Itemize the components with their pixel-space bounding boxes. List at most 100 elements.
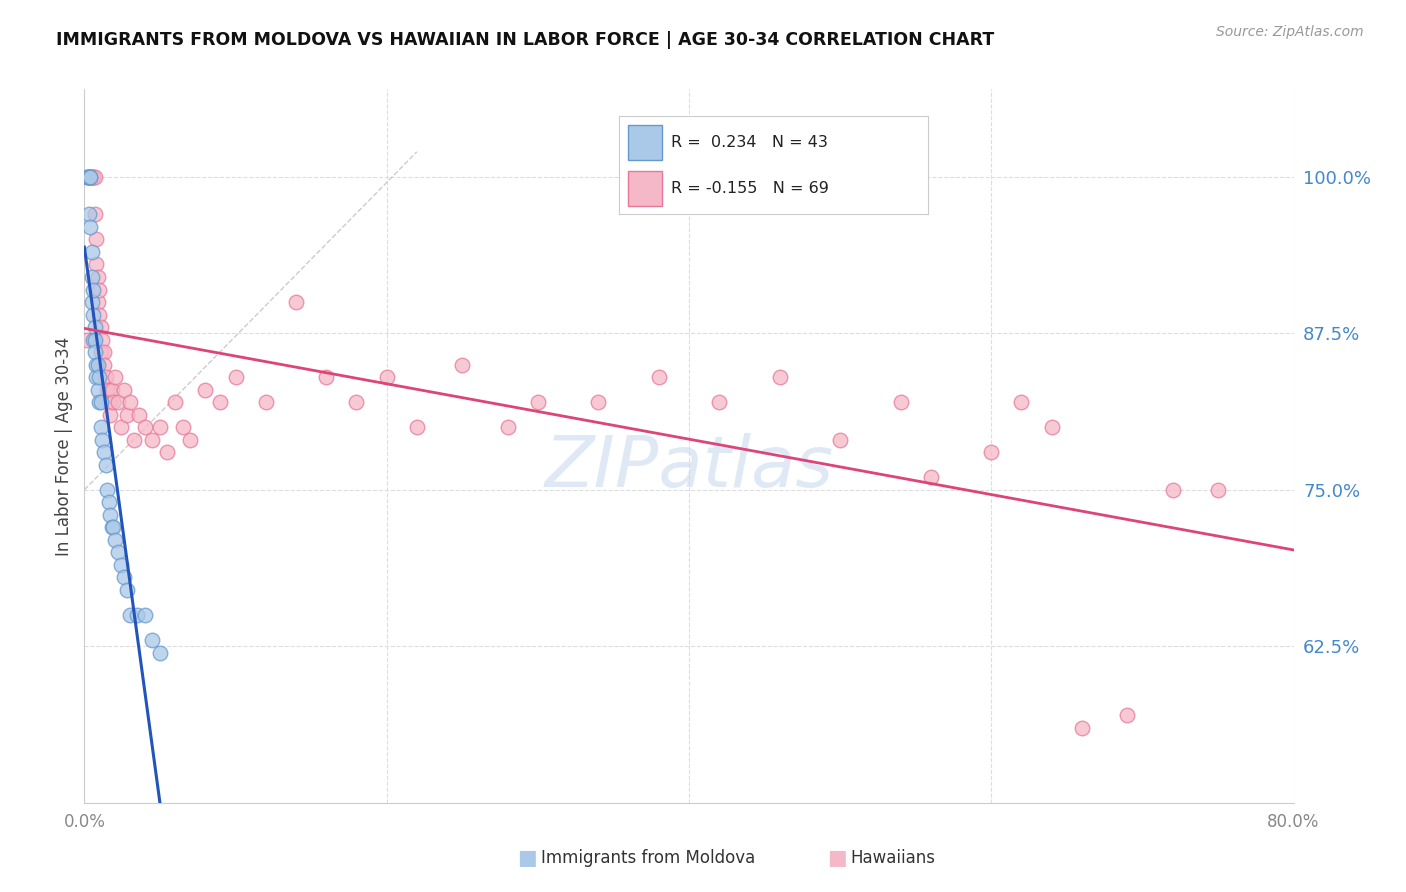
Point bbox=[107, 395, 129, 409]
Point bbox=[86, 232, 108, 246]
Point bbox=[84, 169, 107, 184]
Point bbox=[225, 370, 247, 384]
Point bbox=[89, 283, 111, 297]
Point bbox=[90, 320, 112, 334]
Point bbox=[82, 169, 104, 184]
Point bbox=[526, 395, 548, 409]
Point bbox=[77, 169, 100, 184]
Point bbox=[163, 395, 186, 409]
Point bbox=[156, 445, 179, 459]
Point bbox=[134, 607, 156, 622]
Point bbox=[82, 169, 104, 184]
Point bbox=[406, 420, 429, 434]
Y-axis label: In Labor Force | Age 30-34: In Labor Force | Age 30-34 bbox=[55, 336, 73, 556]
Point bbox=[101, 395, 124, 409]
Point bbox=[315, 370, 337, 384]
Text: R =  0.234   N = 43: R = 0.234 N = 43 bbox=[671, 135, 828, 150]
Point bbox=[77, 169, 100, 184]
Point bbox=[920, 470, 942, 484]
Point bbox=[100, 520, 122, 534]
Point bbox=[769, 370, 792, 384]
Point bbox=[451, 358, 474, 372]
Point bbox=[209, 395, 232, 409]
Point bbox=[149, 646, 172, 660]
Point bbox=[86, 257, 108, 271]
Point bbox=[101, 520, 124, 534]
Point bbox=[112, 570, 135, 584]
Point bbox=[79, 169, 101, 184]
Point bbox=[97, 383, 120, 397]
Point bbox=[79, 219, 101, 234]
Point bbox=[107, 545, 129, 559]
Point bbox=[96, 483, 118, 497]
Point bbox=[82, 308, 104, 322]
Bar bbox=[628, 171, 662, 206]
Point bbox=[1071, 721, 1094, 735]
Point bbox=[93, 445, 115, 459]
Point bbox=[110, 558, 132, 572]
Point bbox=[118, 607, 141, 622]
Point bbox=[82, 283, 104, 297]
Point bbox=[104, 370, 127, 384]
Text: ZIPatlas: ZIPatlas bbox=[544, 433, 834, 502]
Point bbox=[84, 207, 107, 221]
Point bbox=[375, 370, 398, 384]
Point bbox=[77, 169, 100, 184]
Point bbox=[100, 383, 122, 397]
Point bbox=[93, 358, 115, 372]
Point bbox=[87, 295, 110, 310]
Point bbox=[97, 395, 120, 409]
Point bbox=[90, 395, 112, 409]
Point bbox=[128, 408, 150, 422]
Point bbox=[84, 345, 107, 359]
Bar bbox=[628, 125, 662, 161]
Point bbox=[84, 333, 107, 347]
Point bbox=[84, 320, 107, 334]
Point bbox=[80, 169, 103, 184]
Point bbox=[76, 169, 98, 184]
Point bbox=[112, 383, 135, 397]
Point bbox=[87, 383, 110, 397]
Point bbox=[80, 169, 103, 184]
Point bbox=[86, 358, 108, 372]
Point bbox=[94, 458, 117, 472]
Text: ■: ■ bbox=[827, 848, 846, 868]
Point bbox=[141, 633, 163, 648]
Point bbox=[588, 395, 610, 409]
Point bbox=[254, 395, 277, 409]
Point bbox=[87, 358, 110, 372]
Point bbox=[647, 370, 671, 384]
Point bbox=[709, 395, 731, 409]
Point bbox=[830, 433, 852, 447]
Point bbox=[284, 295, 308, 310]
Point bbox=[91, 333, 114, 347]
Point bbox=[90, 420, 112, 434]
Point bbox=[346, 395, 368, 409]
Point bbox=[76, 169, 98, 184]
Text: Hawaiians: Hawaiians bbox=[851, 849, 935, 867]
Point bbox=[89, 395, 111, 409]
Point bbox=[77, 169, 100, 184]
Point bbox=[89, 370, 111, 384]
Point bbox=[1040, 420, 1063, 434]
Point bbox=[179, 433, 201, 447]
Point bbox=[141, 433, 163, 447]
Point bbox=[80, 244, 103, 259]
Text: Source: ZipAtlas.com: Source: ZipAtlas.com bbox=[1216, 25, 1364, 39]
Point bbox=[496, 420, 519, 434]
Point bbox=[79, 169, 101, 184]
Point bbox=[194, 383, 217, 397]
Point bbox=[80, 270, 103, 285]
Text: IMMIGRANTS FROM MOLDOVA VS HAWAIIAN IN LABOR FORCE | AGE 30-34 CORRELATION CHART: IMMIGRANTS FROM MOLDOVA VS HAWAIIAN IN L… bbox=[56, 31, 994, 49]
Point bbox=[98, 408, 121, 422]
Point bbox=[122, 433, 145, 447]
Point bbox=[1010, 395, 1032, 409]
Point bbox=[77, 207, 100, 221]
Point bbox=[82, 333, 104, 347]
Point bbox=[115, 582, 138, 597]
Point bbox=[76, 333, 98, 347]
Point bbox=[1206, 483, 1229, 497]
Point bbox=[86, 370, 108, 384]
Point bbox=[87, 270, 110, 285]
Point bbox=[97, 495, 120, 509]
